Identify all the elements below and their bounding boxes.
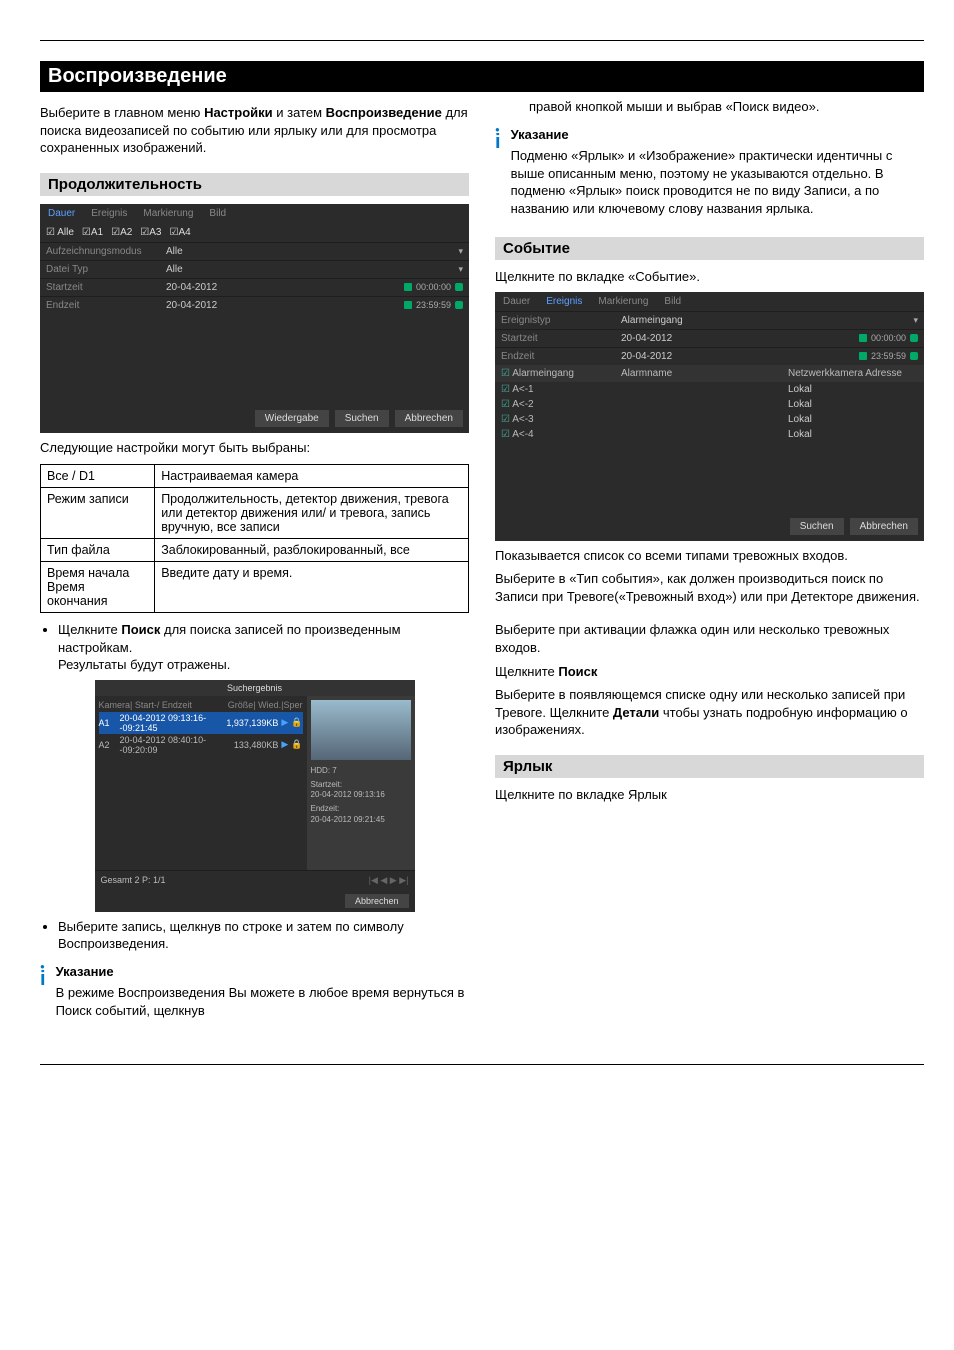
chk-a4[interactable]: ☑A4	[170, 227, 191, 238]
event-intro: Щелкните по вкладке «Событие».	[495, 268, 924, 286]
info-icon: i	[40, 963, 46, 1024]
pager[interactable]: |◀ ◀ ▶ ▶|	[369, 875, 409, 886]
sres-list: Kamera| Start-/ EndzeitGröße| Wied.|Sper…	[95, 696, 307, 870]
alarm-row[interactable]: ☑ A<-2Lokal	[495, 397, 924, 412]
sres-row[interactable]: A220-04-2012 08:40:10--09:20:09133,480KB…	[99, 734, 303, 756]
event-p1: Показывается список со всеми типами трев…	[495, 547, 924, 565]
list-item: Щелкните Поиск для поиска записей по про…	[58, 621, 469, 674]
right-column: правой кнопкой мыши и выбрав «Поиск виде…	[495, 98, 924, 1034]
preview-thumb	[311, 700, 411, 760]
btn-suchen[interactable]: Suchen	[790, 518, 844, 535]
duration-steps: Щелкните Поиск для поиска записей по про…	[40, 621, 469, 674]
btn-wiedergabe[interactable]: Wiedergabe	[255, 410, 329, 427]
sres-row[interactable]: A120-04-2012 09:13:16--09:21:451,937,139…	[99, 712, 303, 734]
tab-dauer[interactable]: Dauer	[495, 292, 538, 311]
event-panel: Dauer Ereignis Markierung Bild Ereignist…	[495, 292, 924, 541]
clock-icon[interactable]	[910, 352, 918, 360]
chk-a1[interactable]: ☑A1	[82, 227, 103, 238]
tab-bild[interactable]: Bild	[656, 292, 689, 311]
event-p5: Выберите в появляющемся списке одну или …	[495, 686, 924, 739]
chk-all[interactable]: ☑ Alle	[46, 227, 74, 238]
calendar-icon[interactable]	[404, 301, 412, 309]
sres-side: HDD: 7 Startzeit:20-04-2012 09:13:16 End…	[307, 696, 415, 870]
lock-icon[interactable]: 🔒	[291, 739, 302, 750]
rule-bottom	[40, 1064, 924, 1065]
btn-suchen[interactable]: Suchen	[335, 410, 389, 427]
btn-abbrechen[interactable]: Abbrechen	[850, 518, 918, 535]
clock-icon[interactable]	[455, 301, 463, 309]
tab-markierung[interactable]: Markierung	[590, 292, 656, 311]
calendar-icon[interactable]	[859, 352, 867, 360]
tab-ereignis[interactable]: Ereignis	[538, 292, 590, 311]
row-filetype[interactable]: Datei TypAlle▾	[40, 260, 469, 278]
btn-abbrechen[interactable]: Abbrechen	[395, 410, 463, 427]
clock-icon[interactable]	[910, 334, 918, 342]
clock-icon[interactable]	[455, 283, 463, 291]
duration-heading: Продолжительность	[40, 173, 469, 196]
sres-title: Suchergebnis	[95, 680, 415, 696]
note-2: i Указание Подменю «Ярлык» и «Изображени…	[495, 126, 924, 222]
row-start[interactable]: Startzeit20-04-2012 00:00:00	[40, 278, 469, 296]
tab-dauer[interactable]: Dauer	[40, 204, 83, 223]
row-eventtype[interactable]: EreignistypAlarmeingang▾	[495, 311, 924, 329]
event-buttons: Suchen Abbrechen	[495, 512, 924, 541]
alarm-row[interactable]: ☑ A<-4Lokal	[495, 427, 924, 442]
label-heading: Ярлык	[495, 755, 924, 778]
info-icon: i	[495, 126, 501, 222]
chk-a2[interactable]: ☑A2	[111, 227, 132, 238]
alarm-row[interactable]: ☑ A<-3Lokal	[495, 412, 924, 427]
btn-abbrechen[interactable]: Abbrechen	[345, 894, 409, 908]
table-row: Время начала Время окончанияВведите дату…	[41, 562, 469, 613]
event-p4: Щелкните Поиск	[495, 663, 924, 681]
rule-top	[40, 40, 924, 41]
continuation: правой кнопкой мыши и выбрав «Поиск виде…	[495, 98, 924, 116]
row-recmode[interactable]: AufzeichnungsmodusAlle▾	[40, 242, 469, 260]
lock-icon[interactable]: 🔒	[291, 717, 302, 728]
note-1: i Указание В режиме Воспроизведения Вы м…	[40, 963, 469, 1024]
duration-buttons: Wiedergabe Suchen Abbrechen	[40, 404, 469, 433]
event-p2: Выберите в «Тип события», как должен про…	[495, 570, 924, 605]
calendar-icon[interactable]	[404, 283, 412, 291]
play-icon[interactable]: ▶	[281, 739, 288, 750]
tab-bild[interactable]: Bild	[201, 204, 234, 223]
alarm-row[interactable]: ☑ A<-1Lokal	[495, 382, 924, 397]
list-item: Выберите запись, щелкнув по строке и зат…	[58, 918, 469, 953]
tab-ereignis[interactable]: Ereignis	[83, 204, 135, 223]
intro-text: Выберите в главном меню Настройки и зате…	[40, 104, 469, 157]
alarm-table-head: ☑ Alarmeingang Alarmname Netzwerkkamera …	[495, 365, 924, 382]
play-icon[interactable]: ▶	[281, 717, 288, 728]
duration-tabs: Dauer Ereignis Markierung Bild	[40, 204, 469, 223]
row-start[interactable]: Startzeit20-04-2012 00:00:00	[495, 329, 924, 347]
event-tabs: Dauer Ereignis Markierung Bild	[495, 292, 924, 311]
row-end[interactable]: Endzeit20-04-2012 23:59:59	[40, 296, 469, 314]
label-p: Щелкните по вкладке Ярлык	[495, 786, 924, 804]
page-title: Воспроизведение	[40, 61, 924, 92]
event-p3: Выберите при активации флажка один или н…	[495, 621, 924, 656]
calendar-icon[interactable]	[859, 334, 867, 342]
camera-checks: ☑ Alle ☑A1 ☑A2 ☑A3 ☑A4	[40, 223, 469, 242]
chk-a3[interactable]: ☑A3	[140, 227, 161, 238]
table-row: Все / D1Настраиваемая камера	[41, 465, 469, 488]
row-end[interactable]: Endzeit20-04-2012 23:59:59	[495, 347, 924, 365]
duration-steps-2: Выберите запись, щелкнув по строке и зат…	[40, 918, 469, 953]
settings-table: Все / D1Настраиваемая камера Режим запис…	[40, 464, 469, 613]
left-column: Выберите в главном меню Настройки и зате…	[40, 98, 469, 1034]
tab-markierung[interactable]: Markierung	[135, 204, 201, 223]
follow-text: Следующие настройки могут быть выбраны:	[40, 439, 469, 457]
duration-panel: Dauer Ereignis Markierung Bild ☑ Alle ☑A…	[40, 204, 469, 433]
search-results-panel: Suchergebnis Kamera| Start-/ EndzeitGröß…	[95, 680, 415, 912]
table-row: Тип файлаЗаблокированный, разблокированн…	[41, 539, 469, 562]
event-heading: Событие	[495, 237, 924, 260]
two-columns: Выберите в главном меню Настройки и зате…	[40, 98, 924, 1034]
table-row: Режим записиПродолжительность, детектор …	[41, 488, 469, 539]
